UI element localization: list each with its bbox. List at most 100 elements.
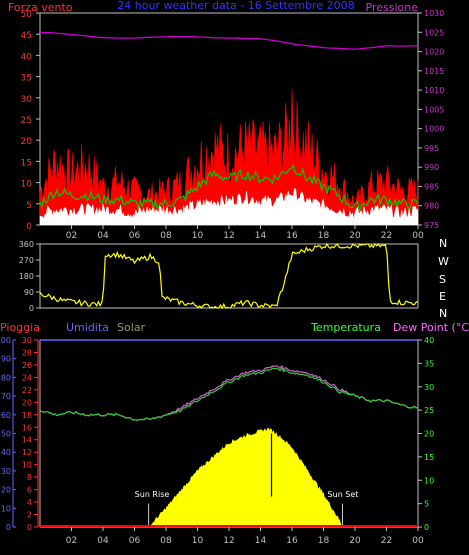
time-tick-label: 02 [66,231,77,241]
legend-temperatura: Temperatura [310,321,381,334]
sun-rise-label: Sun Rise [135,490,170,499]
humidity-tick-label: 20 [1,486,11,495]
legend-dew-point: Dew Point (°C) [393,321,469,334]
rain-tick-label: 30 [22,336,32,345]
time-tick-label: 10 [192,536,204,546]
humidity-tick-label: 70 [1,392,11,401]
wind-tick-label: 40 [21,52,33,62]
wind-tick-label: 10 [21,180,33,190]
temp-tick-label: 30 [424,383,434,392]
temp-tick-label: 5 [424,500,429,509]
time-tick-label: 22 [381,231,392,241]
wind-tick-label: 30 [21,95,33,105]
wind-tick-label: 0 [26,222,32,232]
humidity-tick-label: 100 [0,336,11,345]
temp-tick-label: 20 [424,430,434,439]
rain-tick-label: 2 [27,511,32,520]
pressure-tick-label: 1010 [424,86,444,95]
pressure-tick-label: 1005 [424,105,444,114]
humidity-tick-label: 90 [1,355,11,364]
rain-tick-label: 4 [27,498,32,507]
rain-tick-label: 28 [22,348,32,357]
time-tick-label: 20 [349,231,361,241]
time-tick-label: 06 [129,231,141,241]
wind-tick-label: 35 [21,74,32,84]
direction-label-n-top: N [439,237,447,250]
time-tick-label: 14 [255,231,267,241]
time-tick-label: 06 [129,536,141,546]
time-tick-label: 22 [381,536,392,546]
dew-point-line [39,364,419,421]
direction-label-e: E [439,290,446,303]
time-tick-label: 14 [255,536,267,546]
time-tick-label: 04 [97,231,109,241]
time-tick-label: 12 [223,231,234,241]
direction-plot-frame [39,243,419,309]
pressure-tick-label: 995 [424,144,439,153]
sun-set-label: Sun Set [328,490,359,499]
legend-pioggia: Pioggia [0,321,40,334]
rain-tick-label: 0 [27,523,32,532]
chart-title: 24 hour weather data - 16 Settembre 2008 [117,0,354,12]
direction-tick-label: 360 [19,240,34,249]
rain-tick-label: 22 [22,386,32,395]
direction-label-w: W [438,255,449,268]
humidity-tick-label: 30 [1,467,11,476]
wind-tick-label: 15 [21,158,32,168]
pressure-axis-title: Pressione [366,1,419,14]
rain-tick-label: 12 [22,448,32,457]
wind-tick-label: 5 [26,201,32,211]
direction-tick-label: 0 [29,304,34,313]
time-tick-label: 00 [412,536,424,546]
time-tick-label: 02 [66,536,77,546]
temp-tick-label: 35 [424,359,434,368]
wind-tick-label: 20 [21,137,33,147]
wind-average-line [39,163,419,214]
rain-tick-label: 24 [22,373,32,382]
rain-tick-label: 8 [27,473,32,482]
pressure-tick-label: 1025 [424,28,444,37]
humidity-tick-label: 10 [1,504,11,513]
rain-tick-label: 18 [22,411,32,420]
humidity-tick-label: 0 [6,523,11,532]
temperature-line [39,367,419,421]
direction-tick-label: 270 [19,256,34,265]
humidity-tick-label: 60 [1,411,11,420]
rain-tick-label: 26 [22,361,32,370]
wind-direction-line [39,242,419,310]
temp-tick-label: 10 [424,476,434,485]
wind-direction-panel: 0 90 180 270 360 [19,240,419,313]
rain-tick-label: 10 [22,461,32,470]
pressure-line [39,31,419,50]
temp-tick-label: 40 [424,336,434,345]
time-tick-label: 16 [286,231,298,241]
time-tick-label: 10 [192,231,204,241]
legend-solar: Solar [117,321,146,334]
humidity-tick-label: 80 [1,373,11,382]
time-tick-label: 08 [160,536,172,546]
humidity-tick-label: 50 [1,430,11,439]
pressure-tick-label: 980 [424,202,439,211]
wind-tick-label: 50 [21,10,33,20]
time-tick-label: 16 [286,536,298,546]
pressure-tick-label: 975 [424,221,439,230]
rain-tick-label: 16 [22,423,32,432]
wind-tick-label: 25 [21,116,32,126]
direction-tick-label: 180 [19,272,34,281]
pressure-tick-label: 1020 [424,48,444,57]
pressure-tick-label: 990 [424,163,439,172]
direction-tick-label: 90 [24,288,34,297]
legend-umidita: Umidita [66,321,109,334]
wind-gust-area [39,89,419,226]
solar-area [40,427,418,528]
humidity-tick-label: 40 [1,448,11,457]
temp-tick-label: 15 [424,453,434,462]
direction-label-n-bottom: N [439,307,447,320]
pressure-tick-label: 985 [424,182,439,191]
time-tick-label: 18 [318,231,330,241]
time-tick-label: 12 [223,536,234,546]
temp-tick-label: 0 [424,523,429,532]
rain-tick-label: 14 [22,436,32,445]
time-tick-label: 20 [349,536,361,546]
